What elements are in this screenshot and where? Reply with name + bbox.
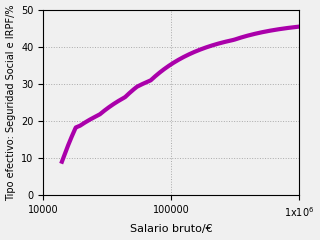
Y-axis label: Tipo efectivo: Seguridad Social e IRPF/%: Tipo efectivo: Seguridad Social e IRPF/% <box>5 4 16 201</box>
X-axis label: Salario bruto/€: Salario bruto/€ <box>130 224 212 234</box>
